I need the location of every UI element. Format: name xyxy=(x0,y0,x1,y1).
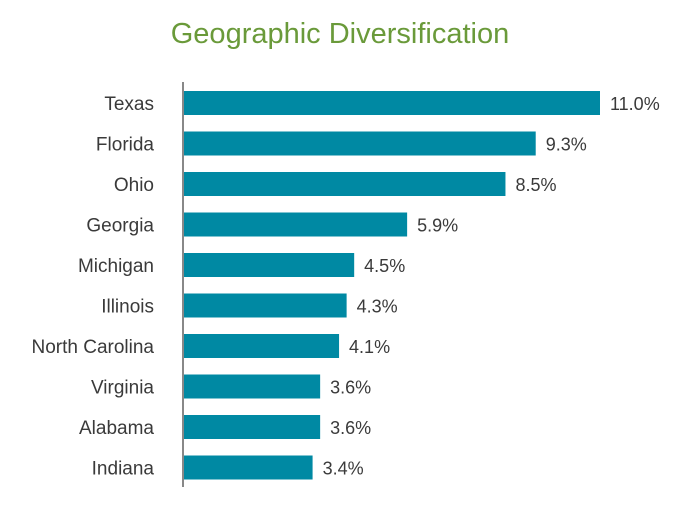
bar-georgia xyxy=(184,212,408,237)
category-label: Indiana xyxy=(92,459,155,480)
category-label: Florida xyxy=(96,135,155,156)
bar-illinois xyxy=(184,293,347,318)
category-label: Alabama xyxy=(79,418,154,439)
bar-texas xyxy=(184,91,600,115)
category-label: Virginia xyxy=(91,378,154,399)
value-label: 3.6% xyxy=(330,418,371,438)
value-label: 5.9% xyxy=(417,216,458,236)
category-label: Texas xyxy=(104,94,154,115)
value-label: 4.1% xyxy=(349,337,390,357)
category-label: Illinois xyxy=(101,297,154,318)
bar-alabama xyxy=(184,415,321,439)
bar-michigan xyxy=(184,253,355,277)
chart-title: Geographic Diversification xyxy=(171,18,509,50)
category-label: North Carolina xyxy=(32,337,155,358)
bar-ohio xyxy=(184,172,506,196)
value-label: 8.5% xyxy=(515,175,556,195)
category-label: Michigan xyxy=(78,256,154,277)
value-label: 11.0% xyxy=(610,94,660,114)
value-label: 4.3% xyxy=(357,297,398,317)
value-label: 4.5% xyxy=(364,256,405,276)
value-label: 9.3% xyxy=(546,135,587,155)
bar-north-carolina xyxy=(184,334,340,358)
value-label: 3.4% xyxy=(323,459,364,479)
bars-group: Texas 11.0% Florida 9.3% Ohio 8.5% Georgia 5.9%… xyxy=(32,91,660,480)
category-label: Georgia xyxy=(86,216,154,237)
bar-florida xyxy=(184,131,536,156)
bar-virginia xyxy=(184,374,321,399)
category-label: Ohio xyxy=(114,175,154,196)
bar-indiana xyxy=(184,455,313,480)
value-label: 3.6% xyxy=(330,378,371,398)
